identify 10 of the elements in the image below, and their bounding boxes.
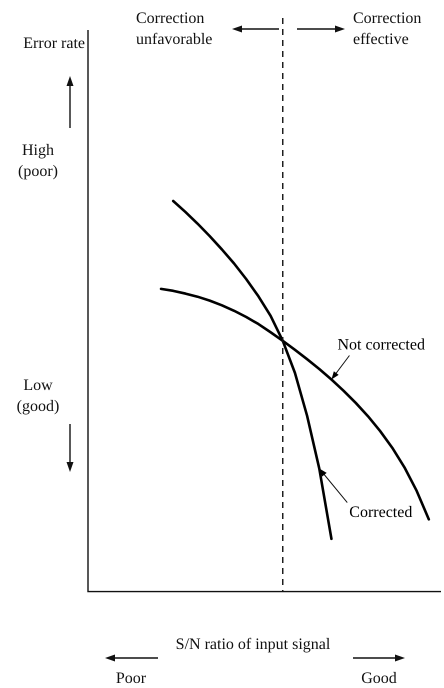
text: Correction unfavorable bbox=[136, 9, 214, 50]
series-label: Not corrected bbox=[337, 336, 425, 354]
text: Poor bbox=[116, 669, 146, 688]
text: Correction effective bbox=[353, 9, 422, 50]
text: Good bbox=[361, 669, 397, 688]
x-axis-title: S/N ratio of input signal bbox=[176, 635, 330, 655]
series-label: Corrected bbox=[349, 504, 412, 521]
text: Low (good) bbox=[16, 376, 60, 417]
text: High (poor) bbox=[17, 141, 59, 182]
text: Error rate bbox=[23, 34, 85, 54]
